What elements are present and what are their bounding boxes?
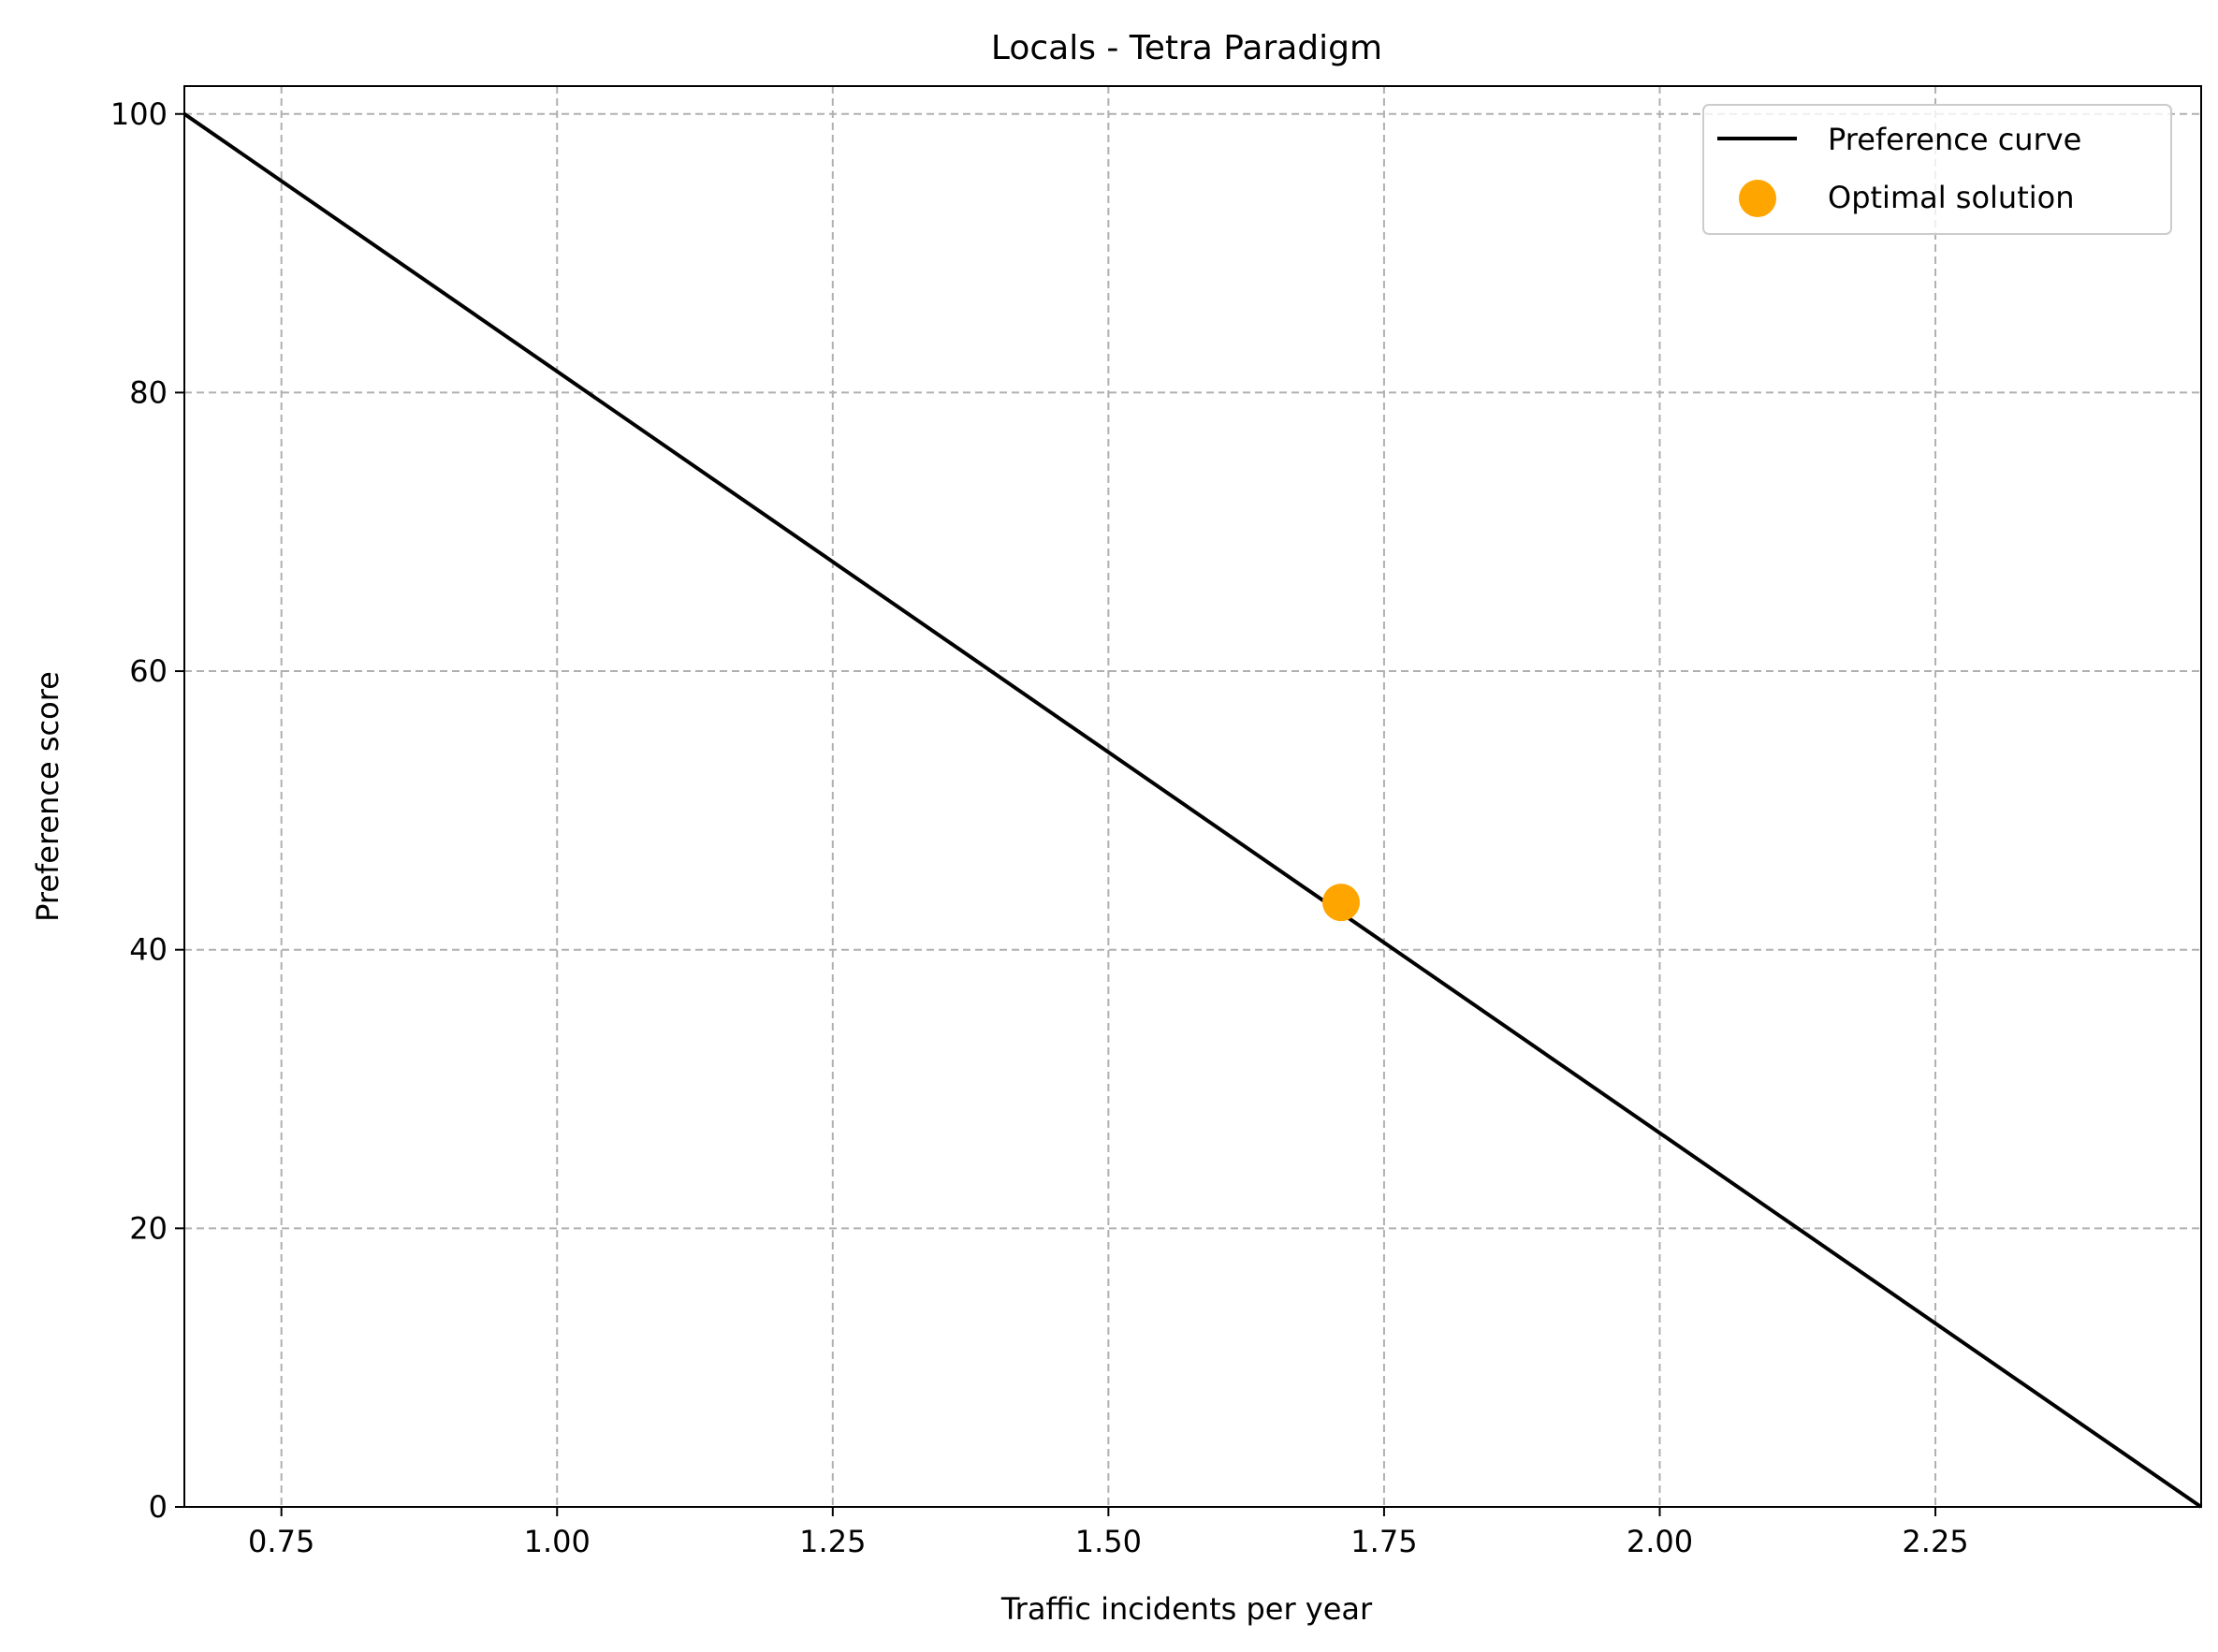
x-tick-label: 1.00 [524,1524,591,1559]
chart-title: Locals - Tetra Paradigm [991,29,1382,67]
ticks: 0.75 1.00 1.25 1.50 1.75 2.00 2.25 0 20 40 60 80 100 [110,96,1969,1559]
y-tick-label: 40 [129,932,168,968]
legend: Preference curve Optimal solution [1702,104,2172,235]
x-tick-label: 1.25 [799,1524,866,1559]
legend-swatch-optimal-solution [1739,180,1776,217]
y-tick-label: 80 [129,374,168,410]
x-tick-label: 0.75 [248,1524,314,1559]
x-tick-label: 2.25 [1902,1524,1968,1559]
legend-label-optimal-solution: Optimal solution [1828,180,2075,215]
series-line-preference-curve [182,112,2203,1509]
y-tick-label: 100 [110,96,168,132]
y-tick-label: 0 [149,1489,168,1525]
plot-series [182,112,2203,1509]
y-tick-label: 60 [129,653,168,689]
y-tick-label: 20 [129,1210,168,1246]
plot-frame [183,85,2202,1508]
legend-label-preference-curve: Preference curve [1828,122,2081,157]
x-tick-label: 1.50 [1075,1524,1142,1559]
x-axis-label: Traffic incidents per year [1000,1591,1373,1627]
y-axis-label: Preference score [30,671,66,922]
x-tick-label: 2.00 [1627,1524,1693,1559]
x-tick-label: 1.75 [1350,1524,1417,1559]
data-point-optimal-solution [1321,884,1360,922]
legend-box [1702,104,2172,235]
